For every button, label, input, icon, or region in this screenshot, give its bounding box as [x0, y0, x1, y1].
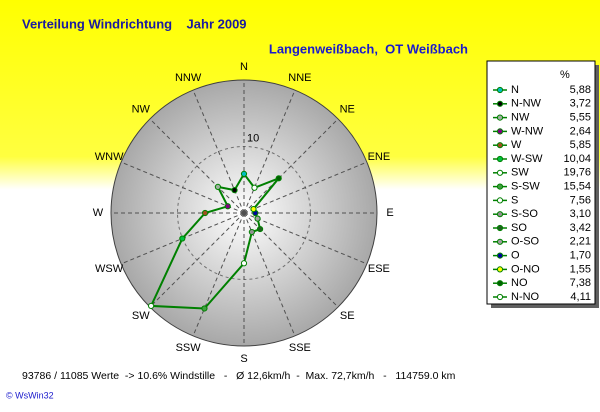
legend-value: 5,88	[570, 84, 591, 96]
axis-label: NE	[340, 104, 355, 116]
legend-name: W-NW	[511, 125, 544, 137]
chart-subtitle: Langenweißbach, OT Weißbach	[269, 41, 468, 56]
spoke	[149, 212, 245, 308]
legend-name: O	[511, 250, 520, 262]
legend-name: N	[511, 84, 519, 96]
legend-marker	[496, 197, 504, 204]
spoke	[243, 212, 368, 265]
legend-value: 5,85	[570, 139, 591, 151]
legend-name: S	[511, 194, 518, 206]
legend-name: S-SO	[511, 208, 538, 220]
axis-label: NNE	[288, 72, 311, 84]
chart-title: Verteilung Windrichtung Jahr 2009	[22, 16, 247, 31]
legend-marker	[496, 169, 504, 176]
legend-marker	[496, 252, 504, 259]
legend-marker	[496, 211, 504, 218]
marker	[275, 175, 282, 182]
axis-label: ENE	[368, 151, 391, 163]
marker	[147, 302, 155, 310]
marker	[224, 203, 231, 210]
legend-name: S-SW	[511, 181, 540, 193]
legend-name: NW	[511, 112, 530, 124]
r-tick-label: 10	[247, 132, 259, 144]
legend-marker	[496, 142, 504, 149]
legend-value: 3,42	[570, 222, 591, 234]
legend-value: 7,38	[570, 277, 591, 289]
marker	[201, 305, 208, 312]
legend-value: 1,70	[570, 250, 591, 262]
spoke	[243, 161, 368, 214]
legend-value: 2,21	[570, 236, 591, 248]
spoke	[149, 118, 245, 214]
axis-label: NW	[132, 104, 151, 116]
legend-value: 5,55	[570, 112, 591, 124]
spoke	[243, 118, 339, 214]
copyright: © WsWin32	[6, 390, 54, 400]
axis-label: E	[386, 207, 393, 219]
legend-marker	[496, 238, 504, 245]
axis-label: W	[93, 207, 104, 219]
legend-name: O-NO	[511, 263, 540, 275]
legend-marker	[496, 114, 504, 121]
marker	[250, 205, 257, 213]
axis-label: SSE	[289, 342, 311, 354]
legend-marker	[496, 100, 504, 107]
marker	[240, 170, 248, 177]
legend-marker	[496, 128, 504, 135]
legend-marker	[496, 293, 504, 301]
axis-label: SSW	[176, 342, 202, 354]
marker	[240, 260, 248, 267]
marker	[248, 228, 255, 236]
legend-name: W-SW	[511, 153, 543, 165]
axis-label: WNW	[95, 151, 124, 163]
legend-name: W	[511, 139, 522, 151]
legend-marker	[496, 280, 504, 287]
axis-label: N	[240, 61, 248, 73]
legend-value: 19,76	[563, 167, 591, 179]
legend-value: 3,10	[570, 208, 591, 220]
spoke	[120, 161, 245, 214]
legend-marker	[496, 183, 504, 190]
legend-marker	[496, 266, 504, 273]
marker	[231, 187, 238, 194]
legend-value: 3,72	[570, 98, 591, 110]
axis-label: NNW	[175, 72, 202, 84]
legend-value: 2,64	[570, 125, 591, 137]
legend-value: 1,55	[570, 263, 591, 275]
legend-name: SO	[511, 222, 527, 234]
axis-label: SW	[132, 310, 150, 322]
axis-label: WSW	[95, 263, 124, 275]
legend-value: 10,04	[563, 153, 591, 165]
axis-label: ESE	[368, 263, 390, 275]
spoke	[192, 212, 245, 337]
legend-header: %	[560, 69, 570, 81]
spoke	[243, 89, 296, 214]
legend-value: 7,56	[570, 194, 591, 206]
marker	[256, 225, 264, 233]
legend-name: SW	[511, 167, 529, 179]
legend-name: O-SO	[511, 236, 540, 248]
marker	[214, 183, 222, 191]
marker	[251, 184, 258, 191]
legend-box	[486, 60, 596, 305]
axis-label: S	[240, 353, 247, 365]
footer: 93786 / 11085 Werte -> 10.6% Windstille …	[22, 370, 456, 382]
marker	[201, 209, 209, 217]
legend-marker	[496, 224, 504, 232]
legend-marker	[496, 86, 504, 94]
legend-name: N-NW	[511, 98, 542, 110]
marker	[179, 235, 186, 242]
legend-value: 15,54	[563, 181, 591, 193]
legend-name: NO	[511, 277, 528, 289]
axis-label: SE	[340, 310, 355, 322]
legend-marker	[496, 155, 504, 163]
legend-name: N-NO	[511, 291, 540, 303]
marker	[254, 215, 261, 222]
legend-value: 4,11	[570, 291, 591, 303]
